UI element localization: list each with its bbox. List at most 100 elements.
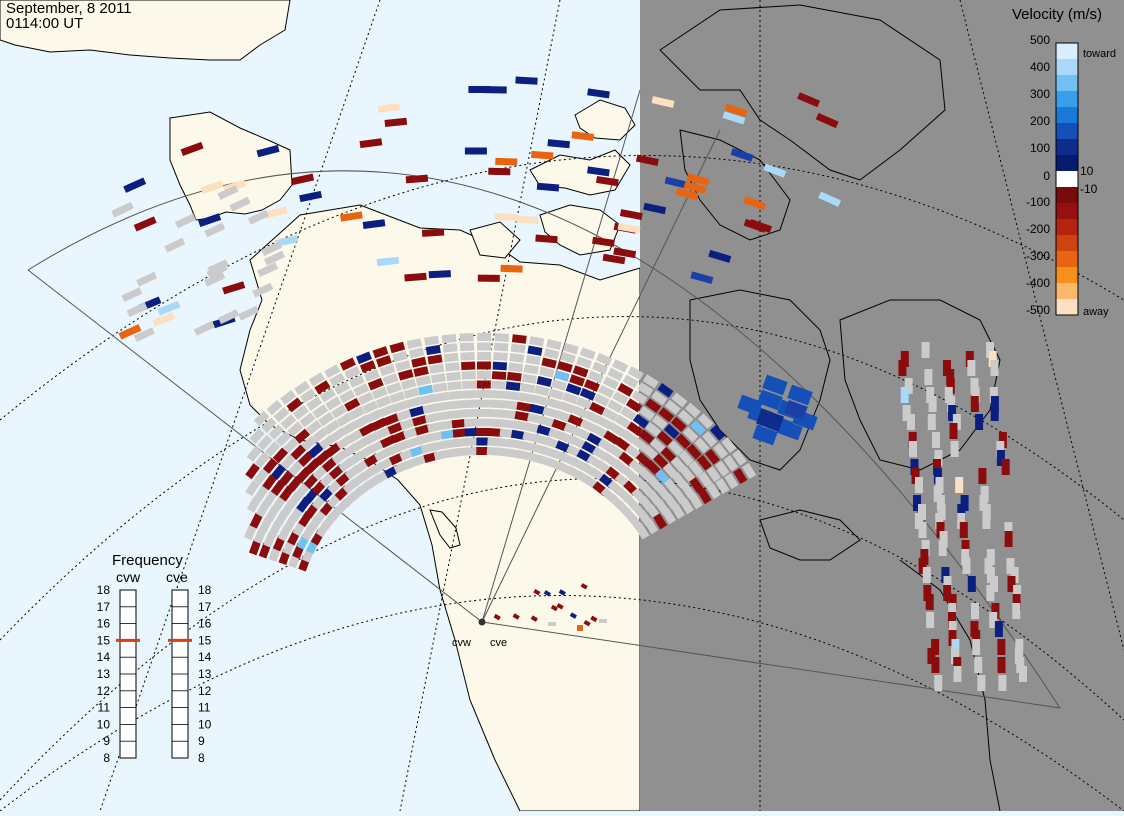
scatter-cell — [536, 424, 553, 437]
scatter-cell — [587, 370, 604, 384]
scatter-cell — [245, 463, 260, 480]
scatter-cell — [273, 407, 290, 423]
scatter-cell — [206, 263, 228, 279]
scatter-cell — [252, 282, 274, 298]
scatter-cell — [688, 493, 703, 510]
scatter-cell — [512, 613, 520, 620]
scatter-cell — [617, 222, 641, 234]
scatter-cell — [584, 410, 601, 424]
scatter-cell — [587, 88, 610, 99]
scatter-cell — [489, 408, 504, 418]
scatter-cell — [675, 433, 691, 450]
scatter-cell — [347, 428, 364, 443]
scatter-cell — [664, 176, 688, 189]
scatter-cell — [918, 522, 927, 538]
scatter-cell — [660, 446, 677, 463]
scatter-cell — [715, 478, 730, 495]
scatter-cell — [970, 396, 979, 412]
scatter-cell — [563, 342, 579, 355]
scatter-cell — [670, 503, 686, 520]
scatter-cell — [910, 459, 919, 475]
scatter-cell — [664, 399, 681, 415]
scatter-cell — [632, 413, 649, 429]
scatter-cell — [379, 364, 396, 377]
colorbar-tick-label: -200 — [1026, 222, 1050, 236]
radar-sites: cvw cve — [452, 618, 507, 649]
scatter-cell — [264, 250, 286, 266]
scatter-cell — [651, 96, 675, 108]
scatter-cell — [672, 472, 687, 489]
scatter-cell — [1012, 603, 1021, 619]
scatter-cell — [579, 347, 596, 360]
scatter-cell — [546, 339, 562, 350]
colorbar-segment — [1056, 219, 1078, 236]
scatter-cell — [662, 462, 679, 479]
scatter-cell — [688, 460, 704, 477]
scatter-cell — [500, 264, 523, 273]
colorbar-tick-label: -500 — [1026, 303, 1050, 317]
scatter-cell — [637, 382, 654, 397]
scatter-cell — [503, 400, 519, 410]
colorbar-frame — [1055, 42, 1079, 316]
scatter-cell — [463, 399, 478, 409]
scatter-cell — [982, 504, 991, 520]
scatter-cell — [412, 414, 428, 427]
scatter-cell — [476, 370, 491, 380]
scatter-cell — [348, 374, 365, 388]
scatter-cell — [684, 402, 701, 418]
scatter-cell — [264, 206, 288, 219]
scatter-cell — [575, 396, 592, 410]
scatter-cell — [372, 346, 389, 359]
scatter-cell — [293, 404, 309, 420]
scatter-cell — [362, 219, 386, 229]
scatter-cell — [961, 540, 970, 556]
latitude-line-1 — [0, 155, 1124, 421]
scatter-cell — [515, 76, 538, 85]
scatter-cell — [259, 516, 273, 533]
scatter-cell — [530, 150, 554, 160]
scatter-cell — [402, 427, 419, 440]
scatter-cell — [571, 405, 588, 419]
scatter-cell — [638, 406, 656, 421]
radar-cve-label: cve — [490, 637, 507, 649]
arctic-island-3 — [469, 221, 521, 259]
scatter-cell — [229, 196, 251, 212]
scatter-cell — [200, 180, 224, 195]
scatter-cell — [238, 305, 260, 321]
fov-left-edge — [27, 269, 483, 623]
scatter-cell — [730, 148, 754, 162]
frequency-cvw-label: cvw — [116, 569, 141, 585]
scatter-cell — [579, 418, 596, 433]
scatter-cell — [476, 361, 492, 370]
scatter-cell — [249, 512, 263, 529]
night-side — [640, 0, 1124, 812]
scatter-cell — [936, 522, 945, 538]
colorbar-segments — [1056, 43, 1078, 316]
scatter-cell — [913, 495, 921, 511]
colorbar-segment — [1056, 235, 1078, 252]
scatter-cell — [680, 482, 696, 499]
scatter-cell — [815, 112, 839, 129]
scatter-cell — [246, 496, 261, 513]
scatter-cell — [512, 420, 528, 431]
scatter-cell — [597, 438, 614, 453]
scatter-cell — [253, 468, 269, 485]
scatter-cell — [476, 389, 491, 399]
scatter-cell — [136, 271, 158, 287]
scatter-cell — [415, 375, 432, 387]
frequency-tick-label-cvw: 18 — [97, 583, 111, 597]
scatter-cell — [477, 332, 492, 342]
scatter-cell — [599, 619, 607, 623]
scatter-cell — [529, 336, 545, 347]
hudson-bay-outline — [689, 289, 831, 471]
scatter-cell — [944, 387, 953, 403]
scatter-cell — [366, 409, 383, 423]
scatter-cell — [587, 166, 610, 177]
scatter-cell — [352, 436, 370, 452]
scatter-cell — [280, 389, 297, 405]
scatter-cell — [382, 373, 399, 386]
scatter-cell — [325, 442, 342, 458]
longitude-line-4 — [959, 0, 1124, 651]
scatter-cell — [422, 403, 438, 415]
colorbar-segment — [1056, 267, 1078, 284]
